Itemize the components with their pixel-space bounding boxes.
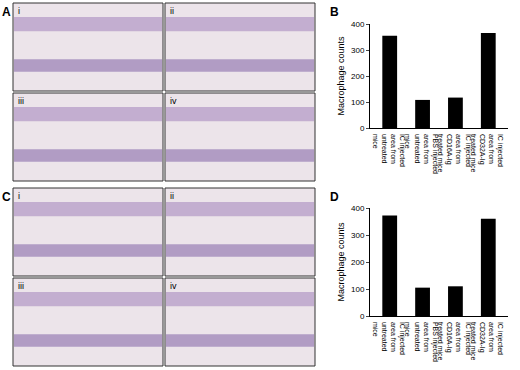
svg-text:ii: ii [170, 6, 174, 16]
svg-text:iv: iv [170, 281, 177, 291]
svg-text:0: 0 [360, 124, 365, 133]
svg-text:Macrophage counts: Macrophage counts [336, 36, 346, 116]
svg-text:C: C [2, 190, 11, 204]
svg-text:200: 200 [351, 258, 365, 267]
svg-text:A: A [2, 5, 11, 19]
svg-text:100: 100 [351, 98, 365, 107]
svg-text:iii: iii [18, 96, 24, 106]
svg-text:400: 400 [351, 20, 365, 29]
svg-text:IC injectedarea fromCD16A-Igtr: IC injectedarea fromCD16A-Igtreated mice [437, 322, 471, 361]
svg-text:PBS injectedarea fromuntreated: PBS injectedarea fromuntreatedmice [404, 322, 438, 362]
svg-text:300: 300 [351, 231, 365, 240]
svg-text:IC injectedarea fromuntreatedm: IC injectedarea fromuntreatedmice [372, 134, 406, 167]
svg-text:IC injectedarea fromuntreatedm: IC injectedarea fromuntreatedmice [372, 322, 406, 355]
svg-text:B: B [330, 5, 339, 19]
svg-text:400: 400 [351, 204, 365, 213]
svg-text:PBS injectedarea fromuntreated: PBS injectedarea fromuntreatedmice [404, 134, 438, 174]
svg-text:i: i [18, 191, 20, 201]
svg-text:300: 300 [351, 46, 365, 55]
svg-text:IC injectedarea fromCD16A-Igtr: IC injectedarea fromCD16A-Igtreated mice [437, 134, 471, 173]
svg-text:iii: iii [18, 281, 24, 291]
svg-text:IC injectedarea fromCD32A-Igtr: IC injectedarea fromCD32A-Igtreated mice [470, 134, 504, 173]
svg-text:0: 0 [360, 312, 365, 321]
svg-text:ii: ii [170, 191, 174, 201]
svg-text:D: D [330, 190, 339, 204]
svg-text:i: i [18, 6, 20, 16]
svg-text:IC injectedarea fromCD32A-Igtr: IC injectedarea fromCD32A-Igtreated mice [470, 322, 504, 361]
svg-text:200: 200 [351, 72, 365, 81]
svg-text:iv: iv [170, 96, 177, 106]
svg-text:Macrophage counts: Macrophage counts [336, 222, 346, 302]
svg-text:100: 100 [351, 285, 365, 294]
